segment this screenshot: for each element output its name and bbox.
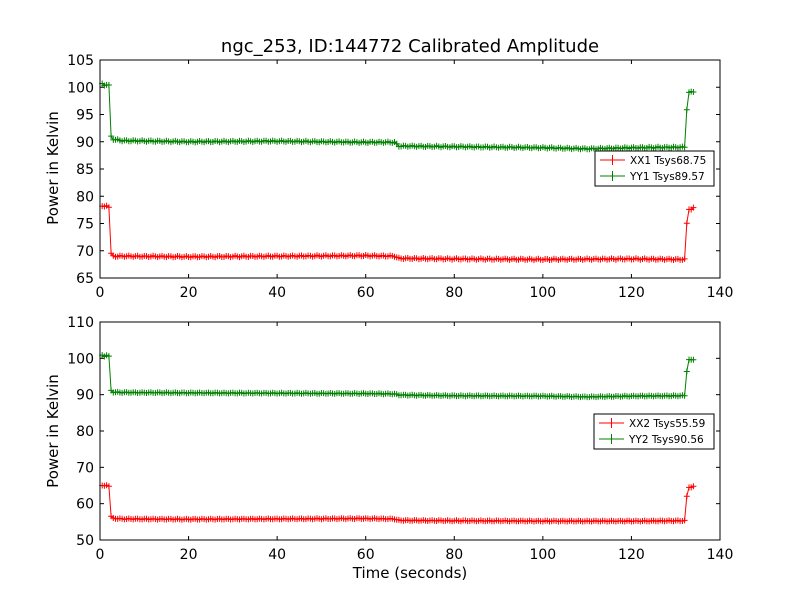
data-point [681,392,688,399]
x-tick-label: 60 [357,285,375,301]
top-legend-box [594,150,715,187]
data-point [690,483,697,490]
data-point [105,353,112,360]
legend-label-yy1: YY1 Tsys89.57 [629,171,705,183]
top-plot-axes: 0 20 40 60 80 100 120 140 65 70 75 80 85 90 95 100 105 [67,53,733,301]
top-legend: XX1 Tsys68.75 YY1 Tsys89.57 [594,150,715,187]
x-tick-label: 140 [707,547,734,563]
top-subplot: ngc_253, ID:144772 Calibrated Amplitude … [44,36,733,301]
data-point [681,517,688,524]
y-tick-label: 75 [76,217,94,233]
bottom-plot-axes: 0 20 40 60 80 100 120 140 50 60 70 80 90 100 110 [67,315,733,563]
series-xx2 [99,482,697,525]
series-yy1 [99,80,697,153]
y-tick-label: 50 [76,533,94,549]
x-tick-label: 80 [445,285,463,301]
x-tick-label: 100 [529,285,556,301]
chart-title: ngc_253, ID:144772 Calibrated Amplitude [221,36,599,57]
legend-label-yy2: YY2 Tsys90.56 [628,434,704,446]
x-tick-label: 40 [268,547,286,563]
bottom-legend: XX2 Tsys55.59 YY2 Tsys90.56 [593,413,715,450]
y-tick-label: 80 [76,189,94,205]
y-tick-label: 90 [76,388,94,404]
x-tick-label: 140 [707,285,734,301]
x-tick-label: 120 [618,285,645,301]
y-tick-label: 70 [76,460,94,476]
y-tick-label: 60 [76,497,94,513]
bottom-y-axis-label: Power in Kelvin [44,374,62,488]
y-tick-label: 100 [67,351,94,367]
data-point [681,255,688,262]
series-xx1 [99,202,697,264]
top-plot-lines [99,80,697,264]
x-tick-label: 20 [180,285,198,301]
bottom-subplot: 0 20 40 60 80 100 120 140 50 60 70 80 90 100 110 Power… [44,315,733,582]
x-tick-label: 0 [96,285,105,301]
data-point [683,368,690,375]
data-point [683,220,690,227]
x-tick-label: 60 [357,547,375,563]
y-tick-label: 95 [76,108,94,124]
y-tick-label: 110 [67,315,94,331]
series-yy2 [99,352,697,401]
data-point [690,89,697,95]
data-point [681,144,688,151]
y-tick-label: 80 [76,424,94,440]
data-point [105,82,112,88]
y-tick-label: 65 [76,271,94,287]
x-tick-label: 100 [529,547,556,563]
x-axis-label: Time (seconds) [352,564,468,582]
data-point [105,204,112,211]
bottom-legend-box [593,413,715,450]
x-tick-label: 120 [618,547,645,563]
legend-label-xx1: XX1 Tsys68.75 [630,155,706,167]
bottom-plot-lines [99,352,697,525]
x-tick-label: 80 [445,547,463,563]
data-point [108,133,115,140]
legend-label-xx2: XX2 Tsys55.59 [629,418,705,430]
y-tick-label: 100 [67,80,94,96]
data-point [690,356,697,363]
y-tick-label: 90 [76,135,94,151]
y-tick-label: 85 [76,162,94,178]
data-point [683,493,690,500]
data-point [690,204,697,211]
x-tick-label: 40 [268,285,286,301]
top-y-axis-label: Power in Kelvin [44,111,62,225]
data-point [105,483,112,490]
data-point [683,106,690,113]
x-tick-label: 0 [96,547,105,563]
y-tick-label: 70 [76,244,94,260]
y-tick-label: 105 [67,53,94,69]
x-tick-label: 20 [180,547,198,563]
